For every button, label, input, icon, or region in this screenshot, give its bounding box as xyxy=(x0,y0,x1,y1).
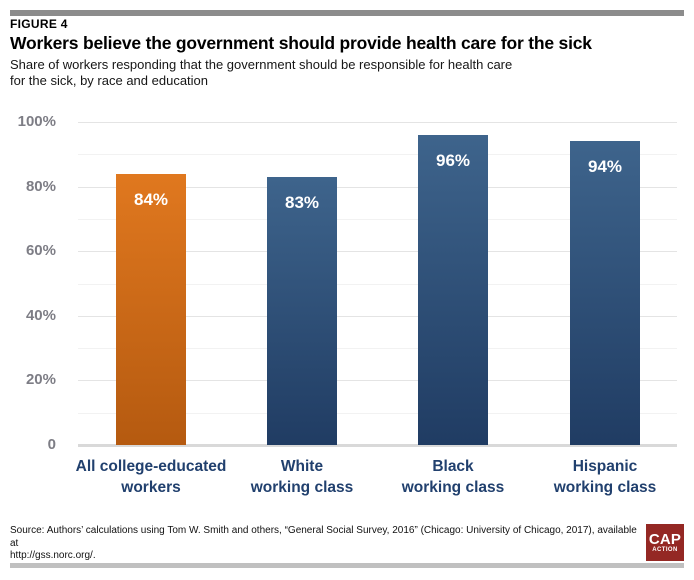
bar-value-label: 83% xyxy=(284,193,320,212)
y-axis-tick-label: 80% xyxy=(25,178,56,195)
bar-4 xyxy=(570,141,640,445)
minor-gridline xyxy=(78,219,677,220)
y-axis-tick-label: 0 xyxy=(47,436,56,453)
category-label: White working class xyxy=(250,458,354,496)
minor-gridline xyxy=(78,348,677,349)
bar-value-label: 94% xyxy=(587,157,623,176)
major-gridline xyxy=(78,380,677,381)
major-gridline xyxy=(78,187,677,188)
major-gridline xyxy=(78,316,677,317)
logo-text-action: ACTION xyxy=(652,546,678,553)
chart-subtitle: Share of workers responding that the gov… xyxy=(10,57,513,88)
bar-value-label: 96% xyxy=(435,151,471,170)
y-axis-tick-label: 40% xyxy=(25,307,56,324)
top-divider-rule xyxy=(10,10,684,16)
logo-text-cap: CAP xyxy=(648,530,682,548)
minor-gridline xyxy=(78,413,677,414)
bar-2 xyxy=(267,177,337,445)
bar-value-label: 84% xyxy=(133,190,169,209)
minor-gridline xyxy=(78,154,677,155)
category-label: All college-educated workers xyxy=(75,458,227,496)
chart-title: Workers believe the government should pr… xyxy=(10,33,592,53)
bar-3 xyxy=(418,135,488,445)
source-note: Source: Authors’ calculations using Tom … xyxy=(10,525,637,561)
minor-gridline xyxy=(78,284,677,285)
y-axis-tick-label: 20% xyxy=(25,371,56,388)
figure-number-label: FIGURE 4 xyxy=(10,17,68,31)
category-label: Black working class xyxy=(401,458,505,496)
y-axis-tick-label: 100% xyxy=(17,113,56,130)
x-axis-baseline xyxy=(78,444,677,447)
bottom-divider-rule xyxy=(10,563,684,568)
y-axis-tick-label: 60% xyxy=(25,242,56,259)
cap-action-logo: CAP ACTION xyxy=(646,524,684,561)
major-gridline xyxy=(78,122,677,123)
major-gridline xyxy=(78,251,677,252)
category-label: Hispanic working class xyxy=(553,458,657,496)
bar-1 xyxy=(116,174,186,445)
